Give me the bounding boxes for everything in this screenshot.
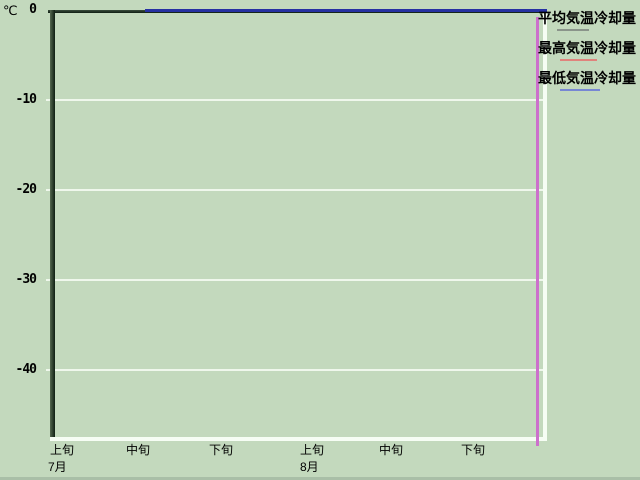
legend-color-bar-average	[557, 29, 589, 31]
plot-frame-right-border	[543, 10, 547, 441]
current-position-marker-line	[536, 17, 539, 446]
legend-color-bar-max	[560, 59, 597, 61]
y-axis-unit-label: ℃	[3, 3, 18, 18]
min-temp-cooling-line	[145, 9, 547, 12]
y-tick-label: -10	[15, 92, 37, 107]
y-tick-label: -40	[15, 362, 37, 377]
y-tick-label: -20	[15, 182, 37, 197]
plot-frame-left-axis	[50, 10, 55, 440]
x-tick-label: 中旬	[379, 443, 404, 457]
gridline	[46, 189, 543, 191]
gridline	[46, 99, 543, 101]
y-tick-label: 0	[29, 2, 37, 17]
x-tick-label: 下旬	[461, 443, 486, 457]
y-tick-label: -30	[15, 272, 37, 287]
legend-label-average-temp: 平均気温冷却量	[538, 10, 636, 26]
legend-label-max-temp: 最高気温冷却量	[538, 40, 636, 56]
x-tick-label: 中旬	[126, 443, 151, 457]
month-label-august: 8月	[300, 460, 319, 474]
gridline	[46, 279, 543, 281]
x-tick-label: 上旬	[50, 443, 75, 457]
month-label-july: 7月	[48, 460, 67, 474]
gridline	[46, 369, 543, 371]
x-tick-label: 上旬	[300, 443, 325, 457]
plot-frame-bottom-border	[50, 437, 546, 441]
legend-label-min-temp: 最低気温冷却量	[538, 70, 636, 86]
legend-color-bar-min	[560, 89, 600, 91]
x-tick-label: 下旬	[209, 443, 234, 457]
bottom-edge-strip	[0, 477, 640, 480]
